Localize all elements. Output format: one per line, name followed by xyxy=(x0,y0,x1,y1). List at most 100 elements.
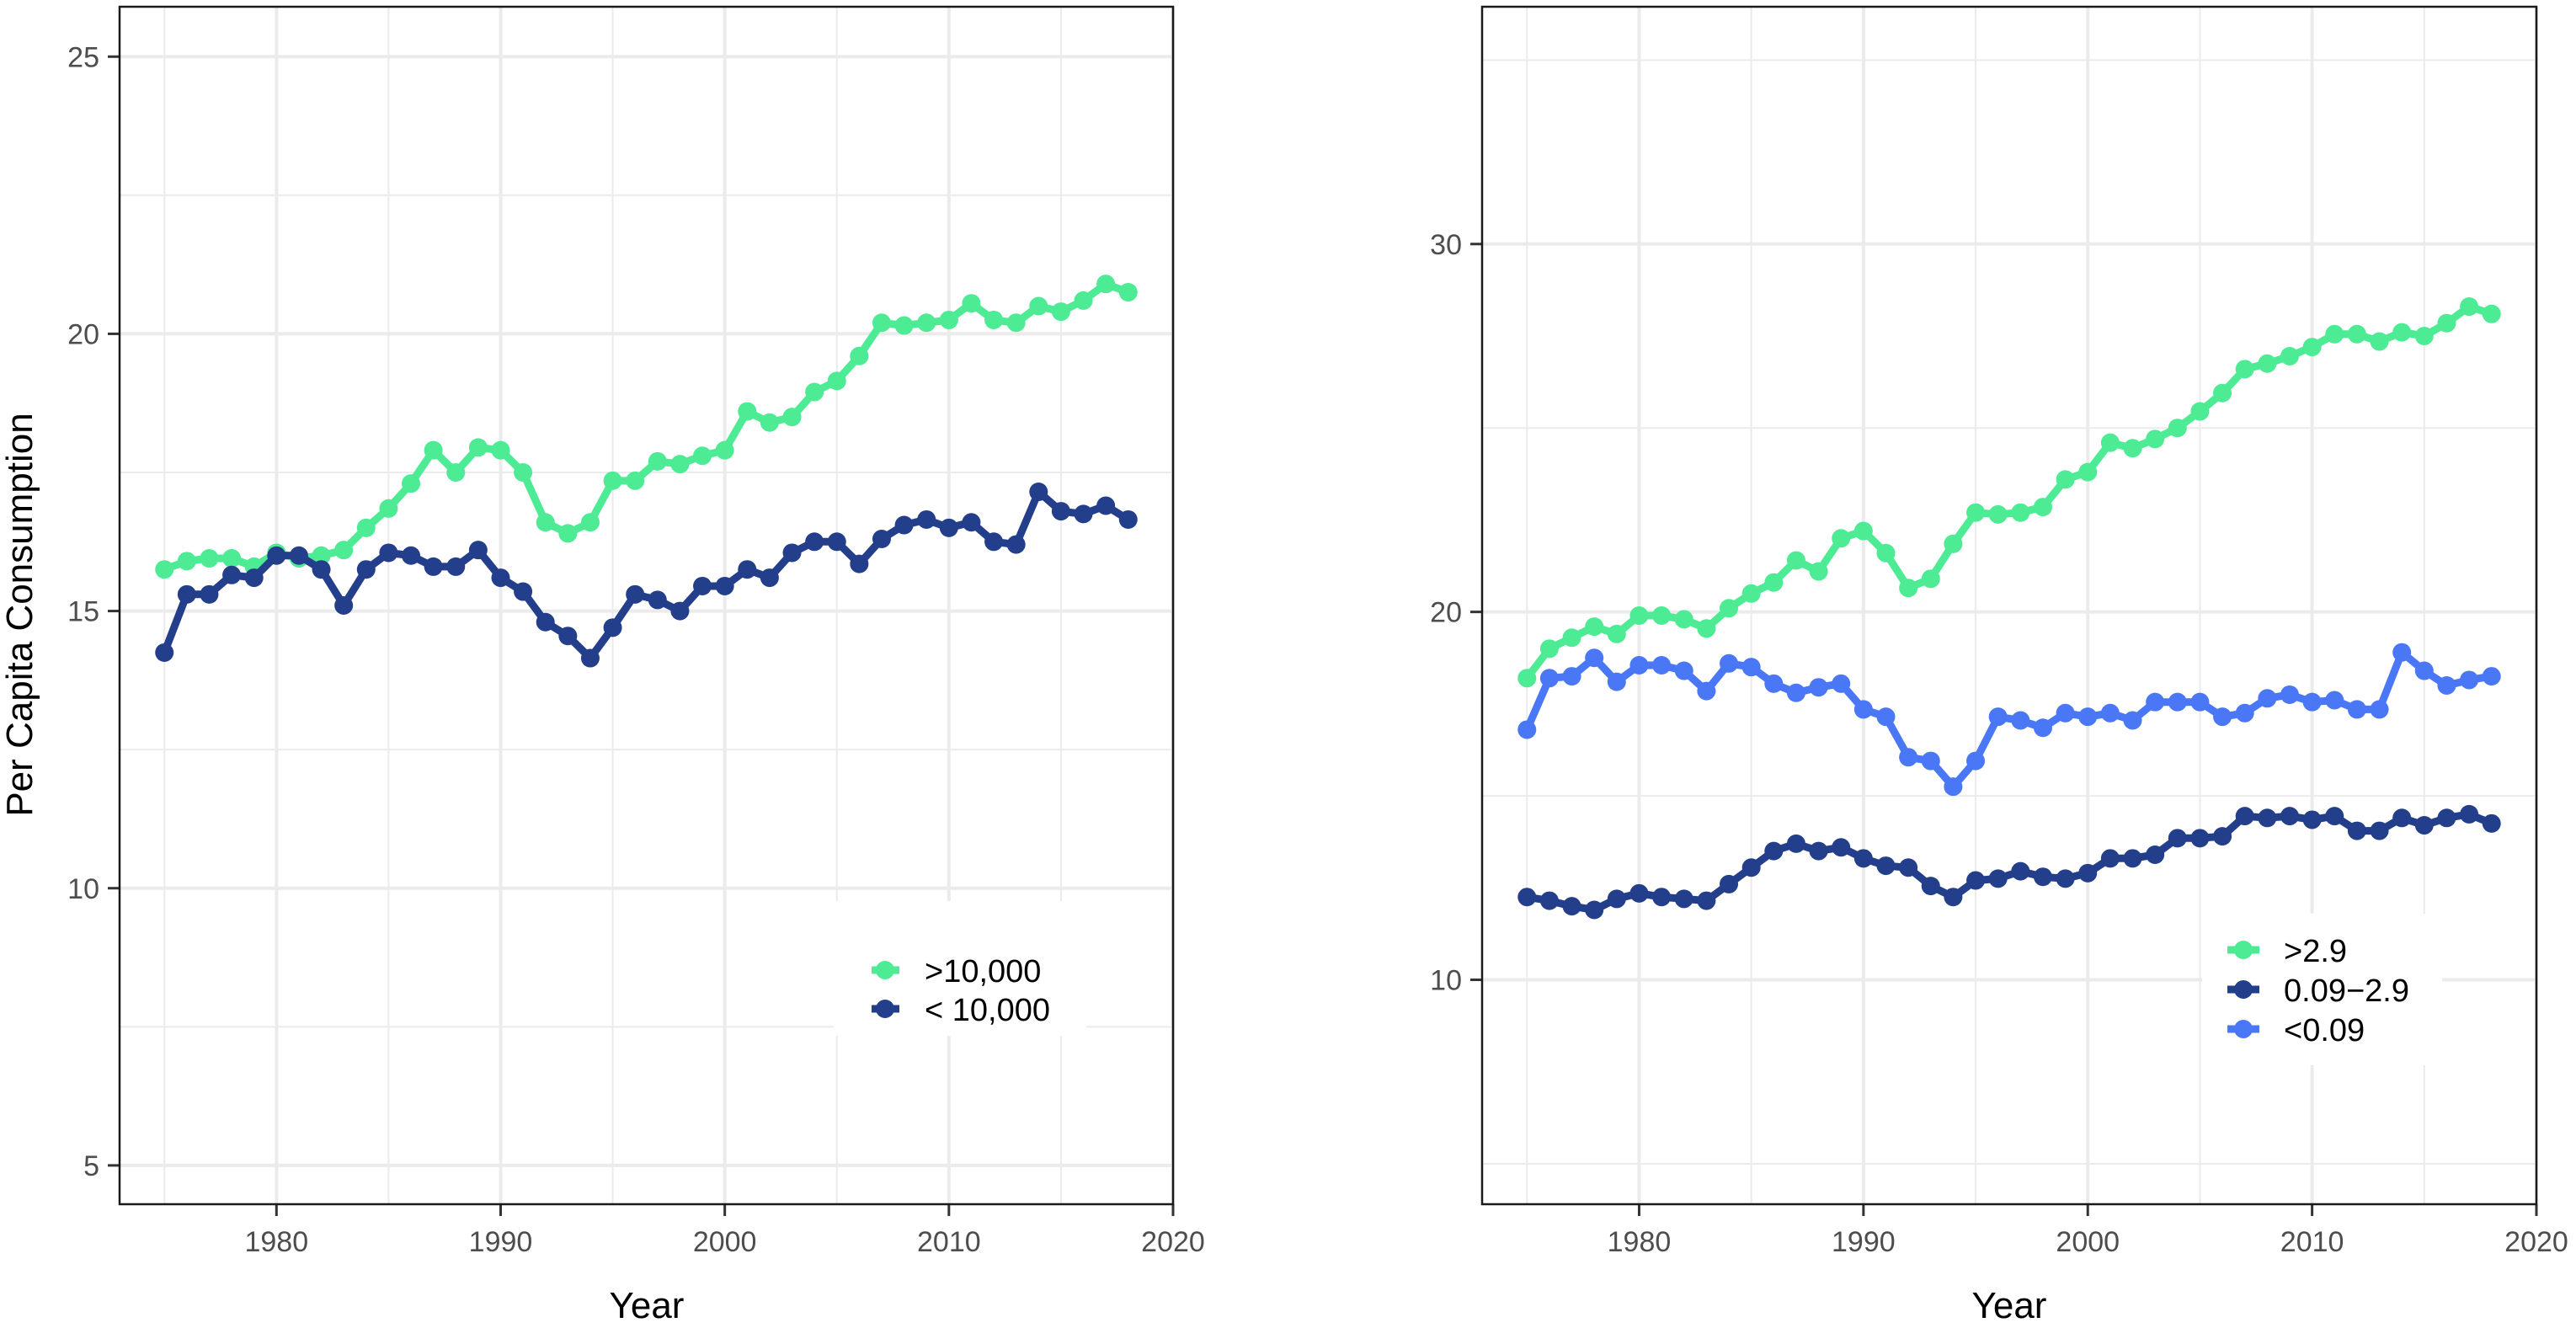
data-point xyxy=(2011,711,2030,730)
data-point xyxy=(1809,562,1828,581)
data-point xyxy=(1764,573,1784,592)
data-point xyxy=(2033,498,2052,517)
data-point xyxy=(1720,653,1739,673)
data-point xyxy=(2302,338,2322,357)
left-chart-panel: 1980 1990 2000 2010 2020 5 10 15 20 25 Year Per C… xyxy=(0,5,1205,1326)
series-0.09−2.9 xyxy=(1517,804,2501,920)
series-line xyxy=(1526,810,2493,914)
data-point xyxy=(2325,807,2344,826)
data-point xyxy=(850,346,869,365)
data-point xyxy=(334,596,354,615)
data-point xyxy=(827,371,846,391)
series-line xyxy=(1523,648,2493,791)
data-point xyxy=(1899,579,1918,598)
data-point xyxy=(1921,569,1940,589)
right-panel-border xyxy=(1480,5,2538,1206)
data-point xyxy=(2347,821,2366,840)
data-point xyxy=(1629,883,1649,903)
data-point xyxy=(2235,360,2254,379)
data-point xyxy=(1988,869,2008,888)
data-point xyxy=(738,402,757,421)
data-point xyxy=(2414,661,2434,680)
data-point xyxy=(2235,703,2254,723)
data-point xyxy=(1853,521,1873,541)
data-point xyxy=(1096,496,1116,515)
data-point xyxy=(1988,707,2008,727)
data-point xyxy=(1607,672,1626,691)
data-point xyxy=(2190,402,2210,421)
data-point xyxy=(693,576,712,595)
series-line xyxy=(163,280,1130,573)
data-point xyxy=(2235,807,2254,826)
data-point xyxy=(514,582,533,601)
data-point xyxy=(1921,877,1940,896)
data-point xyxy=(1786,551,1805,570)
data-point xyxy=(917,313,936,333)
data-point xyxy=(827,532,846,552)
data-point xyxy=(1832,838,1851,857)
data-point xyxy=(715,576,734,595)
data-point xyxy=(2168,692,2187,712)
legend-point-swatch xyxy=(2234,1020,2253,1038)
data-point xyxy=(2280,685,2299,704)
data-point xyxy=(356,518,376,537)
data-point xyxy=(1966,751,1986,771)
data-point xyxy=(1741,858,1761,877)
data-point xyxy=(514,463,533,482)
data-point xyxy=(805,532,824,552)
data-point xyxy=(558,627,578,646)
data-point xyxy=(939,518,958,537)
data-point xyxy=(626,584,645,604)
data-point xyxy=(715,440,734,460)
data-point xyxy=(200,584,219,604)
data-point xyxy=(2078,863,2098,883)
data-point xyxy=(222,549,242,568)
data-point xyxy=(155,643,174,662)
data-point xyxy=(1607,624,1626,643)
data-point xyxy=(2280,347,2299,366)
data-point xyxy=(1607,889,1626,909)
data-point xyxy=(2190,692,2210,712)
data-point xyxy=(289,546,308,565)
data-point xyxy=(2325,324,2344,344)
data-point xyxy=(1074,291,1093,310)
x-tick-label: 1990 xyxy=(1832,1226,1896,1258)
data-point xyxy=(984,310,1004,329)
data-point xyxy=(536,612,555,632)
data-point xyxy=(1697,891,1716,910)
data-point xyxy=(2370,332,2389,351)
y-tick-label: 30 xyxy=(1430,229,1462,261)
data-point xyxy=(2100,703,2120,723)
data-point xyxy=(1539,891,1559,910)
data-point xyxy=(2392,643,2412,662)
data-point xyxy=(2258,354,2277,373)
data-point xyxy=(177,552,196,571)
data-point xyxy=(2347,324,2366,344)
data-point xyxy=(2460,297,2479,317)
data-point xyxy=(491,440,510,460)
data-point xyxy=(2056,470,2075,489)
data-point xyxy=(2190,829,2210,848)
legend-point-swatch xyxy=(2234,941,2253,959)
data-point xyxy=(1539,639,1559,659)
legend-item-high-income: >10,000 xyxy=(872,954,1041,989)
data-point xyxy=(1741,584,1761,603)
data-point xyxy=(738,560,757,579)
data-point xyxy=(1876,543,1896,563)
series-line xyxy=(161,488,1131,662)
data-point xyxy=(2146,429,2165,449)
x-tick-label: 2010 xyxy=(917,1226,981,1258)
legend-item-high: >2.9 xyxy=(2227,934,2347,969)
data-point xyxy=(693,446,712,466)
data-point xyxy=(402,474,421,493)
data-point xyxy=(1674,661,1693,680)
data-point xyxy=(1899,748,1918,767)
legend-point-swatch xyxy=(876,1000,894,1018)
data-point xyxy=(872,530,891,548)
data-point xyxy=(580,513,600,532)
legend-point-swatch xyxy=(2234,980,2253,999)
data-point xyxy=(2213,827,2232,846)
y-tick-label: 10 xyxy=(67,873,99,905)
data-point xyxy=(1674,610,1693,629)
data-point xyxy=(2325,691,2344,710)
